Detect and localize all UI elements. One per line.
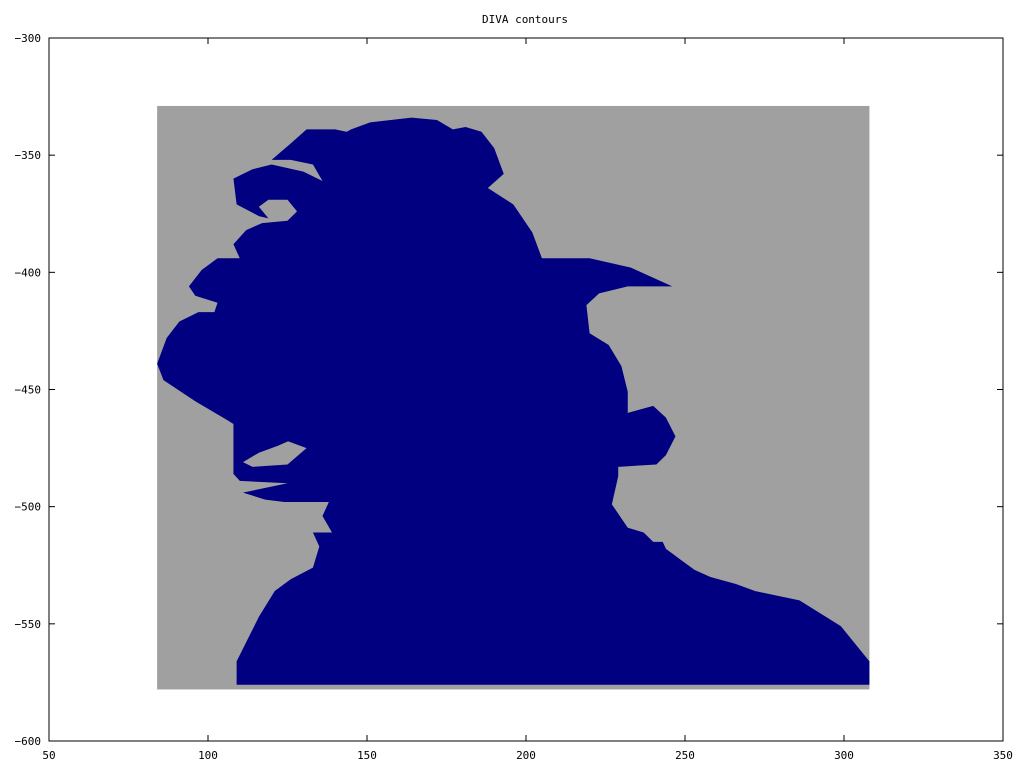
y-axis-ticks: −300 −350 −400 −450 −500 −550 −600 — [15, 32, 1003, 748]
y-tick-label: −450 — [15, 384, 42, 397]
x-tick-label: 150 — [357, 749, 377, 762]
y-tick-label: −300 — [15, 32, 42, 45]
x-tick-label: 100 — [198, 749, 218, 762]
y-tick-label: −600 — [15, 735, 42, 748]
x-tick-label: 350 — [993, 749, 1013, 762]
y-tick-label: −400 — [15, 266, 42, 279]
x-tick-label: 250 — [675, 749, 695, 762]
x-tick-label: 300 — [834, 749, 854, 762]
x-axis-ticks: 50 100 150 200 250 300 350 — [42, 38, 1013, 762]
contour-region — [157, 117, 870, 685]
y-tick-label: −350 — [15, 149, 42, 162]
y-tick-label: −550 — [15, 618, 42, 631]
y-tick-label: −500 — [15, 501, 42, 514]
chart-title: DIVA contours — [482, 13, 568, 26]
x-tick-label: 200 — [516, 749, 536, 762]
x-tick-label: 50 — [42, 749, 55, 762]
